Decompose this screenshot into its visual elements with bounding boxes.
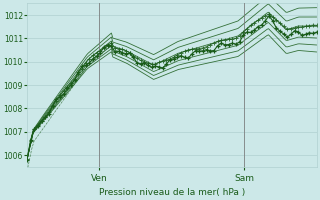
X-axis label: Pression niveau de la mer( hPa ): Pression niveau de la mer( hPa ) bbox=[99, 188, 245, 197]
